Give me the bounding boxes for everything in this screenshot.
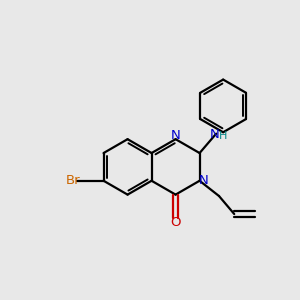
Text: N: N bbox=[171, 129, 181, 142]
Text: Br: Br bbox=[65, 174, 80, 187]
Text: N: N bbox=[210, 128, 220, 141]
Text: N: N bbox=[199, 174, 208, 187]
Text: O: O bbox=[170, 216, 181, 229]
Text: H: H bbox=[219, 131, 227, 141]
